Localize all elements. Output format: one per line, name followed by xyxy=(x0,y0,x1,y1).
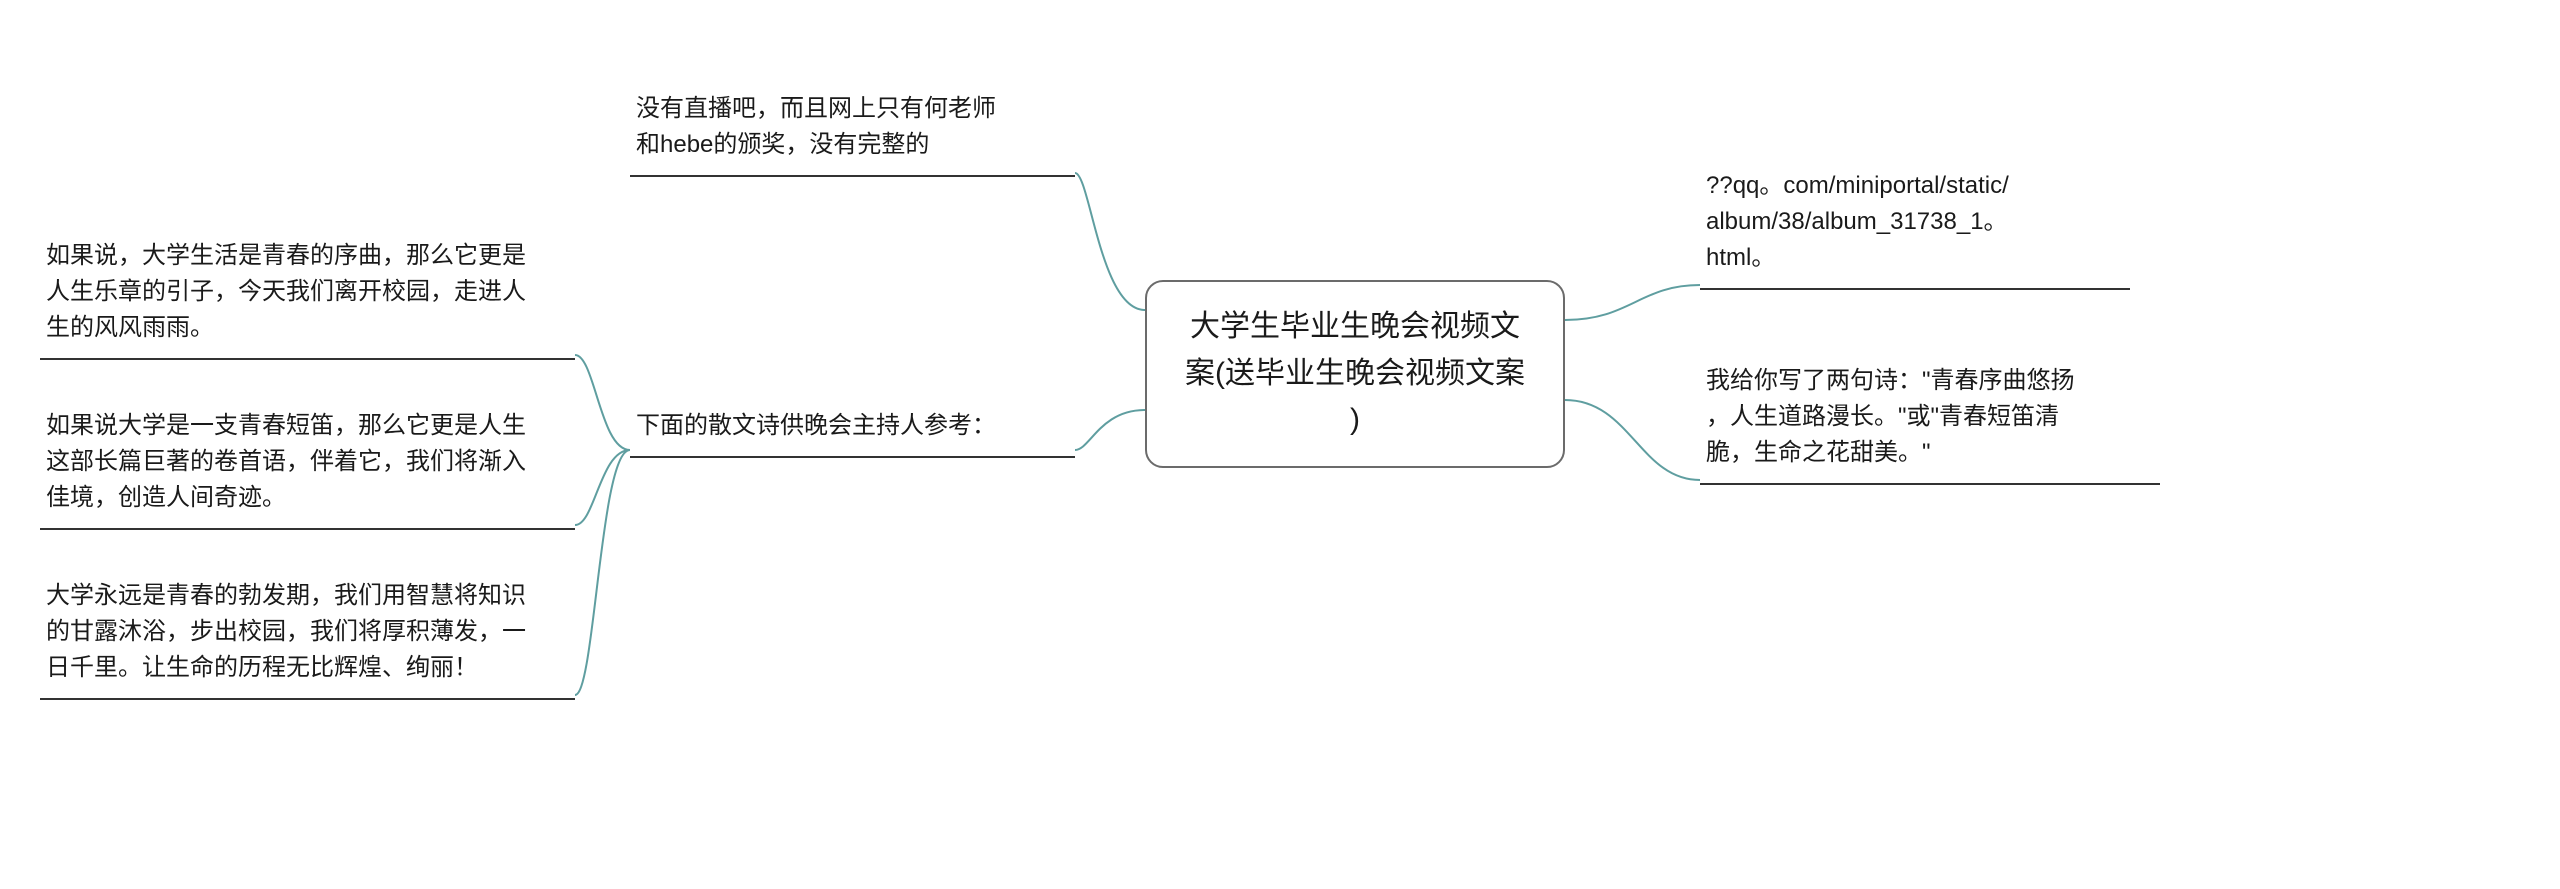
branch-text: 下面的散文诗供晚会主持人参考： xyxy=(636,412,996,439)
subbranch-prose-3: 大学永远是青春的勃发期，我们用智慧将知识的甘露沐浴，步出校园，我们将厚积薄发，一… xyxy=(40,570,575,700)
subbranch-prose-2: 如果说大学是一支青春短笛，那么它更是人生这部长篇巨著的卷首语，伴着它，我们将渐入… xyxy=(40,400,575,530)
branch-poem: 我给你写了两句诗："青春序曲悠扬，人生道路漫长。"或"青春短笛清脆，生命之花甜美… xyxy=(1700,355,2160,485)
branch-prose-intro: 下面的散文诗供晚会主持人参考： xyxy=(630,400,1075,458)
branch-text: 我给你写了两句诗："青春序曲悠扬，人生道路漫长。"或"青春短笛清脆，生命之花甜美… xyxy=(1706,367,2075,466)
subbranch-text: 如果说大学是一支青春短笛，那么它更是人生这部长篇巨著的卷首语，伴着它，我们将渐入… xyxy=(46,412,526,511)
branch-text: ??qq。com/miniportal/static/album/38/albu… xyxy=(1706,172,2009,271)
subbranch-text: 如果说，大学生活是青春的序曲，那么它更是人生乐章的引子，今天我们离开校园，走进人… xyxy=(46,242,526,341)
mindmap-root: 大学生毕业生晚会视频文案(送毕业生晚会视频文案) xyxy=(1145,280,1565,468)
branch-no-livestream: 没有直播吧，而且网上只有何老师和hebe的颁奖，没有完整的 xyxy=(630,83,1075,177)
root-text: 大学生毕业生晚会视频文案(送毕业生晚会视频文案) xyxy=(1185,310,1525,436)
subbranch-prose-1: 如果说，大学生活是青春的序曲，那么它更是人生乐章的引子，今天我们离开校园，走进人… xyxy=(40,230,575,360)
branch-text: 没有直播吧，而且网上只有何老师和hebe的颁奖，没有完整的 xyxy=(636,95,996,158)
subbranch-text: 大学永远是青春的勃发期，我们用智慧将知识的甘露沐浴，步出校园，我们将厚积薄发，一… xyxy=(46,582,526,681)
branch-url: ??qq。com/miniportal/static/album/38/albu… xyxy=(1700,160,2130,290)
